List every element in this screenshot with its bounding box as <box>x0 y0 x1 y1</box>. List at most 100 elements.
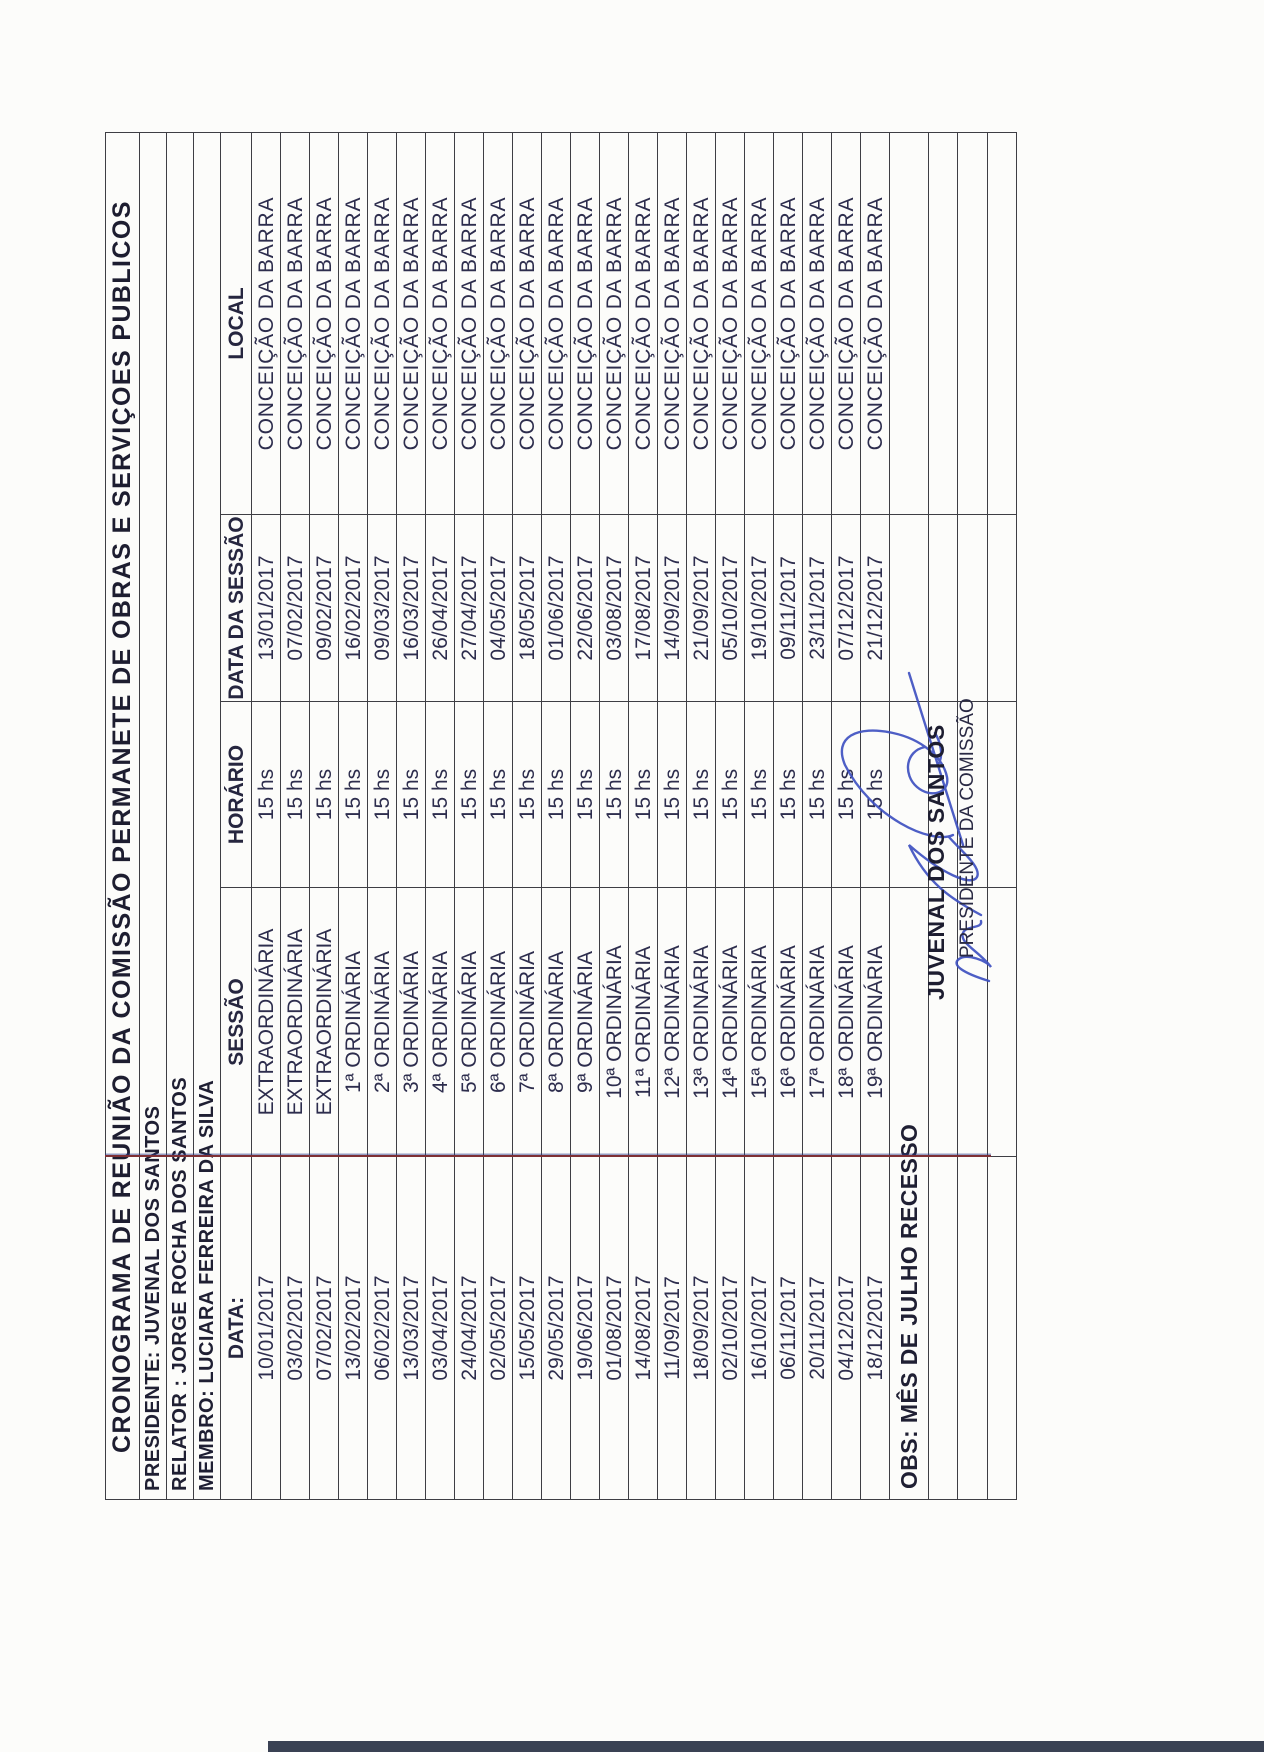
schedule-body: 10/01/2017 EXTRAORDINÁRIA 15 hs 13/01/2017 C… <box>251 132 890 1500</box>
table-cell: 06/02/2017 <box>367 1156 397 1500</box>
table-cell: 15 hs <box>686 701 716 888</box>
table-cell: 9ª ORDINÁRIA <box>570 887 600 1157</box>
table-cell: CONCEIÇÃO DA BARRA <box>802 132 832 515</box>
table-cell: CONCEIÇÃO DA BARRA <box>280 132 310 515</box>
table-cell: 14ª ORDINÁRIA <box>715 887 745 1157</box>
membro-label: MEMBRO: LUCIARA FERREIRA DA SILVA <box>193 132 221 1500</box>
table-cell: 09/11/2017 <box>773 514 803 702</box>
table-cell: 15 hs <box>744 701 774 888</box>
table-cell: 15 hs <box>454 701 484 888</box>
table-cell: 15 hs <box>802 701 832 888</box>
table-cell: 23/11/2017 <box>802 514 832 702</box>
table-cell: 8ª ORDINÁRIA <box>541 887 571 1157</box>
col-header-horario: HORÁRIO <box>220 701 252 888</box>
column-header-row: DATA: SESSÃO HORÁRIO DATA DA SESSÃO LOCA… <box>220 132 252 1500</box>
col-header-data: DATA: <box>220 1156 252 1500</box>
table-cell: CONCEIÇÃO DA BARRA <box>831 132 861 515</box>
table-cell: EXTRAORDINÁRIA <box>280 887 310 1157</box>
table-cell: 01/08/2017 <box>599 1156 629 1500</box>
table-cell: 29/05/2017 <box>541 1156 571 1500</box>
table-row: 06/02/2017 2ª ORDINÁRIA 15 hs 09/03/2017 CON… <box>367 132 397 1500</box>
table-cell: CONCEIÇÃO DA BARRA <box>657 132 687 515</box>
table-cell: 13/03/2017 <box>396 1156 426 1500</box>
table-cell: 13ª ORDINÁRIA <box>686 887 716 1157</box>
table-cell: CONCEIÇÃO DA BARRA <box>744 132 774 515</box>
table-cell: CONCEIÇÃO DA BARRA <box>599 132 629 515</box>
table-row: 18/12/2017 19ª ORDINÁRIA 15 hs 21/12/2017 CO… <box>860 132 890 1500</box>
table-cell: 03/08/2017 <box>599 514 629 702</box>
table-cell: 3ª ORDINÁRIA <box>396 887 426 1157</box>
table-cell: 15 hs <box>860 701 890 888</box>
table-row: 16/10/2017 15ª ORDINÁRIA 15 hs 19/10/2017 CO… <box>744 132 774 1500</box>
table-cell: 21/09/2017 <box>686 514 716 702</box>
relator-label: RELATOR : JORGE ROCHA DOS SANTOS <box>166 132 194 1500</box>
table-cell: 7ª ORDINÁRIA <box>512 887 542 1157</box>
table-row: 24/04/2017 5ª ORDINÁRIA 15 hs 27/04/2017 CON… <box>454 132 484 1500</box>
table-row: 01/08/2017 10ª ORDINÁRIA 15 hs 03/08/2017 CO… <box>599 132 629 1500</box>
table-cell: 09/02/2017 <box>309 514 339 702</box>
table-cell: CONCEIÇÃO DA BARRA <box>309 132 339 515</box>
table-cell: CONCEIÇÃO DA BARRA <box>715 132 745 515</box>
table-row: 20/11/2017 17ª ORDINÁRIA 15 hs 23/11/2017 CO… <box>802 132 832 1500</box>
table-cell: CONCEIÇÃO DA BARRA <box>628 132 658 515</box>
table-cell: 15 hs <box>773 701 803 888</box>
table-cell: 05/10/2017 <box>715 514 745 702</box>
table-cell: 15 hs <box>599 701 629 888</box>
table-cell: 03/02/2017 <box>280 1156 310 1500</box>
table-cell: CONCEIÇÃO DA BARRA <box>251 132 281 515</box>
col-header-sessao: SESSÃO <box>220 887 252 1157</box>
table-cell: 17/08/2017 <box>628 514 658 702</box>
table-row: 18/09/2017 13ª ORDINÁRIA 15 hs 21/09/2017 CO… <box>686 132 716 1500</box>
table-cell: 10ª ORDINÁRIA <box>599 887 629 1157</box>
obs-row: OBS: MÊS DE JULHO RECESSO <box>889 132 929 1500</box>
table-cell: CONCEIÇÃO DA BARRA <box>338 132 368 515</box>
table-cell: 13/01/2017 <box>251 514 281 702</box>
table-row: 13/03/2017 3ª ORDINÁRIA 15 hs 16/03/2017 CON… <box>396 132 426 1500</box>
table-row: 02/05/2017 6ª ORDINÁRIA 15 hs 04/05/2017 CON… <box>483 132 513 1500</box>
table-cell: 15 hs <box>831 701 861 888</box>
table-row: 11/09/2017 12ª ORDINÁRIA 15 hs 14/09/2017 CO… <box>657 132 687 1500</box>
table-cell: 07/12/2017 <box>831 514 861 702</box>
table-cell: 4ª ORDINÁRIA <box>425 887 455 1157</box>
table-cell: 11/09/2017 <box>657 1156 687 1500</box>
table-cell: 15 hs <box>338 701 368 888</box>
table-row: 04/12/2017 18ª ORDINÁRIA 15 hs 07/12/2017 CO… <box>831 132 861 1500</box>
table-cell: CONCEIÇÃO DA BARRA <box>512 132 542 515</box>
table-cell: 15 hs <box>280 701 310 888</box>
table-cell: 19/06/2017 <box>570 1156 600 1500</box>
table-cell: 22/06/2017 <box>570 514 600 702</box>
signature-row-2 <box>957 132 988 1500</box>
title-row: CRONOGRAMA DE REUNIÃO DA COMISSÃO PERMAN… <box>105 132 140 1500</box>
table-row: 14/08/2017 11ª ORDINÁRIA 15 hs 17/08/2017 CO… <box>628 132 658 1500</box>
table-cell: 24/04/2017 <box>454 1156 484 1500</box>
table-cell: 15 hs <box>396 701 426 888</box>
table-cell: CONCEIÇÃO DA BARRA <box>367 132 397 515</box>
table-row: 13/02/2017 1ª ORDINÁRIA 15 hs 16/02/2017 CON… <box>338 132 368 1500</box>
table-cell: 02/05/2017 <box>483 1156 513 1500</box>
table-cell: 02/10/2017 <box>715 1156 745 1500</box>
table-cell: 16ª ORDINÁRIA <box>773 887 803 1157</box>
table-cell: 15ª ORDINÁRIA <box>744 887 774 1157</box>
signature-row-3 <box>987 132 1017 1500</box>
table-cell: 5ª ORDINÁRIA <box>454 887 484 1157</box>
table-cell: 01/06/2017 <box>541 514 571 702</box>
table-cell: 18/12/2017 <box>860 1156 890 1500</box>
table-cell: 07/02/2017 <box>309 1156 339 1500</box>
col-header-data-sessao: DATA DA SESSÃO <box>220 514 252 702</box>
table-row: 19/06/2017 9ª ORDINÁRIA 15 hs 22/06/2017 CON… <box>570 132 600 1500</box>
table-cell: 09/03/2017 <box>367 514 397 702</box>
table-row: 29/05/2017 8ª ORDINÁRIA 15 hs 01/06/2017 CON… <box>541 132 571 1500</box>
table-row: 07/02/2017 EXTRAORDINÁRIA 15 hs 09/02/2017 C… <box>309 132 339 1500</box>
table-cell: EXTRAORDINÁRIA <box>309 887 339 1157</box>
table-cell: EXTRAORDINÁRIA <box>251 887 281 1157</box>
table-cell: 16/02/2017 <box>338 514 368 702</box>
table-cell: 1ª ORDINÁRIA <box>338 887 368 1157</box>
table-cell: 18/05/2017 <box>512 514 542 702</box>
table-cell: 13/02/2017 <box>338 1156 368 1500</box>
table-row: 10/01/2017 EXTRAORDINÁRIA 15 hs 13/01/2017 C… <box>251 132 281 1500</box>
table-cell: 07/02/2017 <box>280 514 310 702</box>
table-cell: 06/11/2017 <box>773 1156 803 1500</box>
table-cell: CONCEIÇÃO DA BARRA <box>483 132 513 515</box>
table-cell: CONCEIÇÃO DA BARRA <box>570 132 600 515</box>
